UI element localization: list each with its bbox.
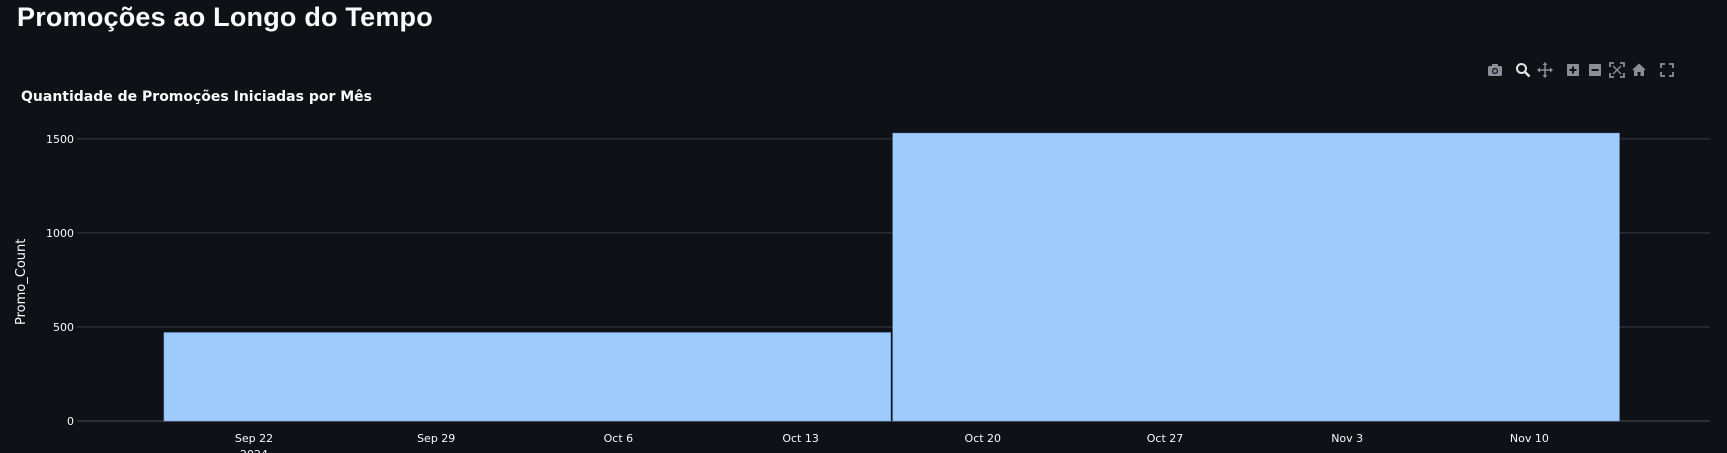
y-tick-label: 0 xyxy=(67,415,74,428)
x-tick-label: Oct 6 xyxy=(604,432,634,445)
bar xyxy=(163,332,891,422)
chart-modebar xyxy=(1485,60,1715,80)
x-tick-year-label: 2024 xyxy=(240,448,268,453)
fullscreen-icon[interactable] xyxy=(1657,60,1677,80)
home-icon[interactable] xyxy=(1629,60,1649,80)
zoom-in-icon[interactable] xyxy=(1563,60,1583,80)
autoscale-icon[interactable] xyxy=(1607,60,1627,80)
x-tick-label: Nov 10 xyxy=(1510,432,1549,445)
x-tick-label: Nov 3 xyxy=(1331,432,1363,445)
x-tick-label: Oct 13 xyxy=(782,432,819,445)
y-tick-label: 1000 xyxy=(46,227,74,240)
y-tick-label: 1500 xyxy=(46,133,74,146)
zoom-icon[interactable] xyxy=(1513,60,1533,80)
camera-icon[interactable] xyxy=(1485,60,1505,80)
y-tick-label: 500 xyxy=(53,321,74,334)
bar xyxy=(892,132,1620,422)
page-title: Promoções ao Longo do Tempo xyxy=(17,2,433,32)
x-tick-label: Oct 20 xyxy=(965,432,1002,445)
pan-icon[interactable] xyxy=(1535,60,1555,80)
x-tick-label: Sep 22 xyxy=(235,432,273,445)
x-tick-label: Oct 27 xyxy=(1147,432,1184,445)
zoom-out-icon[interactable] xyxy=(1585,60,1605,80)
chart-title: Quantidade de Promoções Iniciadas por Mê… xyxy=(21,89,373,105)
x-tick-label: Sep 29 xyxy=(417,432,455,445)
